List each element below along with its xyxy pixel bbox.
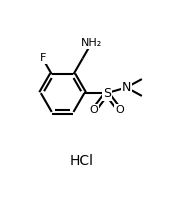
Text: HCl: HCl	[70, 154, 94, 168]
Text: O: O	[90, 105, 98, 115]
Text: S: S	[103, 87, 111, 100]
Text: F: F	[39, 53, 46, 63]
Text: O: O	[115, 105, 124, 115]
Text: N: N	[122, 81, 131, 94]
Text: NH₂: NH₂	[81, 38, 102, 48]
